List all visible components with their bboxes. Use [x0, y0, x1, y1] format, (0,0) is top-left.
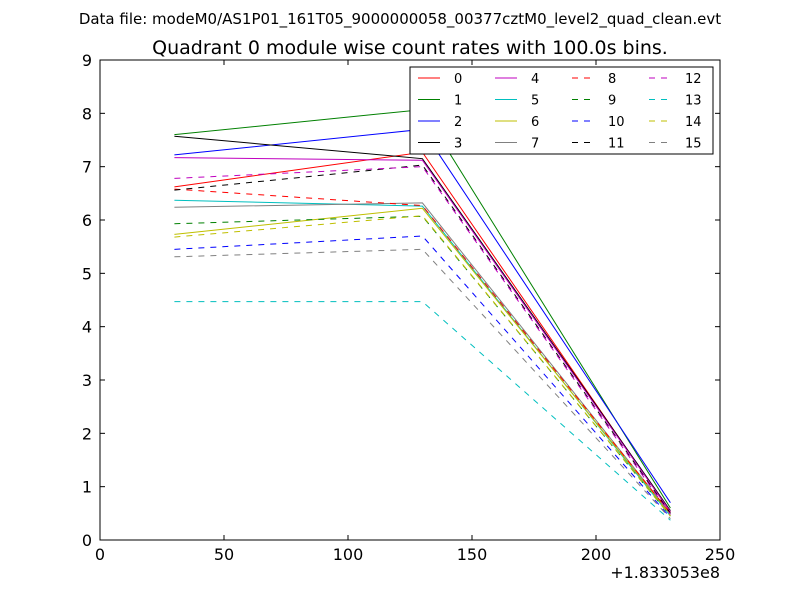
plot-area: 0 50 100 150 200 2500123456789012345678910111… — [82, 51, 735, 564]
y-tick-label: 9 — [82, 51, 92, 70]
x-tick-label: 200 — [581, 545, 612, 564]
legend-label-12: 12 — [685, 72, 702, 87]
chart-suptitle: Data file: modeM0/AS1P01_161T05_90000000… — [79, 10, 721, 29]
legend-label-9: 9 — [608, 94, 616, 109]
legend-box — [409, 66, 714, 155]
x-tick-label: 0 — [95, 545, 105, 564]
legend-label-5: 5 — [531, 94, 539, 109]
legend-label-15: 15 — [685, 137, 702, 152]
legend-label-4: 4 — [531, 72, 539, 87]
y-tick-label: 0 — [82, 531, 92, 550]
x-tick-label: 50 — [214, 545, 234, 564]
y-tick-label: 3 — [82, 371, 92, 390]
legend-label-2: 2 — [454, 115, 462, 130]
x-axis-offset-label: +1.833053e8 — [610, 563, 720, 582]
series-line-3 — [174, 135, 671, 511]
series-line-7 — [174, 202, 671, 514]
legend-label-14: 14 — [685, 115, 702, 130]
series-line-6 — [174, 207, 671, 515]
legend-label-1: 1 — [454, 94, 462, 109]
legend-label-13: 13 — [685, 94, 702, 109]
y-tick-label: 5 — [82, 264, 92, 283]
series-line-12 — [174, 166, 671, 515]
x-tick-label: 100 — [333, 545, 364, 564]
legend-label-7: 7 — [531, 137, 539, 152]
y-tick-label: 8 — [82, 104, 92, 123]
legend-label-11: 11 — [608, 137, 625, 152]
series-line-4 — [174, 157, 671, 513]
axes-frame — [99, 59, 721, 541]
series-line-15 — [174, 248, 671, 520]
legend-label-3: 3 — [454, 137, 462, 152]
y-tick-label: 1 — [82, 478, 92, 497]
chart-title: Quadrant 0 module wise count rates with … — [152, 37, 668, 59]
y-tick-label: 6 — [82, 211, 92, 230]
y-tick-label: 4 — [82, 318, 92, 337]
legend-label-10: 10 — [608, 115, 625, 130]
legend-label-8: 8 — [608, 72, 616, 87]
legend-label-0: 0 — [454, 72, 462, 87]
legend-label-6: 6 — [531, 115, 539, 130]
y-tick-label: 7 — [82, 158, 92, 177]
series-line-13 — [174, 301, 671, 521]
x-tick-label: 150 — [457, 545, 488, 564]
series-line-14 — [174, 215, 671, 517]
x-tick-label: 250 — [705, 545, 736, 564]
y-tick-label: 2 — [82, 424, 92, 443]
